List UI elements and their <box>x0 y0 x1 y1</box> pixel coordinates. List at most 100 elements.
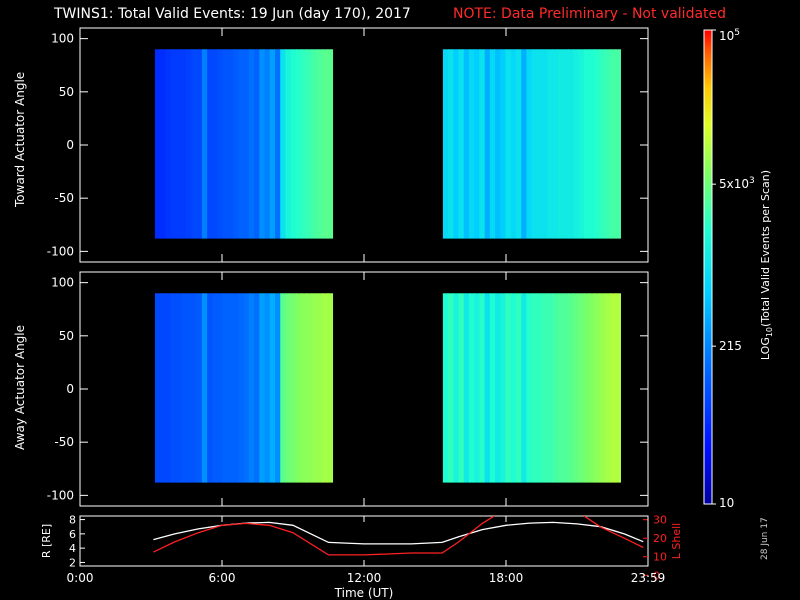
heat-column <box>280 293 287 483</box>
heat-column <box>316 49 323 239</box>
heat-column <box>609 49 616 239</box>
heat-column <box>448 49 454 239</box>
heat-column <box>531 49 538 239</box>
heat-column <box>552 293 559 483</box>
heat-column <box>196 293 203 483</box>
away-ylabel: Away Actuator Angle <box>13 324 27 450</box>
heat-column <box>599 293 606 483</box>
x-tick-label: 18:00 <box>489 571 524 585</box>
colorbar-tick-label: 105 <box>719 28 740 43</box>
heat-column <box>594 293 601 483</box>
colorbar-tick-label: 5x103 <box>719 176 755 191</box>
heat-column <box>191 49 198 239</box>
heat-column <box>442 49 449 239</box>
heat-column <box>222 293 229 483</box>
heat-column <box>243 293 250 483</box>
heat-column <box>186 293 193 483</box>
heat-column <box>248 49 255 239</box>
heat-column <box>306 49 313 239</box>
colorbar-tick-label: 215 <box>719 339 742 353</box>
heat-column <box>557 49 564 239</box>
x-tick-label: 12:00 <box>347 571 382 585</box>
heat-column <box>160 49 166 239</box>
heat-column <box>500 293 507 483</box>
heat-column <box>322 293 328 483</box>
heat-column <box>290 49 297 239</box>
heat-column <box>217 293 224 483</box>
heat-column <box>484 49 491 239</box>
heat-column <box>154 293 161 483</box>
heat-column <box>542 293 548 483</box>
y-tick-label: 100 <box>51 32 74 46</box>
heat-column <box>301 49 307 239</box>
heat-column <box>327 49 334 239</box>
heat-column <box>295 293 302 483</box>
heat-column <box>510 49 517 239</box>
heat-column <box>196 49 203 239</box>
heat-column <box>165 293 172 483</box>
heat-column <box>269 49 276 239</box>
heat-column <box>243 49 250 239</box>
heat-column <box>547 293 554 483</box>
heat-column <box>233 49 240 239</box>
heat-column <box>442 293 449 483</box>
heat-column <box>165 49 172 239</box>
heat-column <box>186 49 193 239</box>
heat-column <box>489 293 496 483</box>
y-tick-label: 50 <box>59 329 74 343</box>
heat-column <box>181 293 187 483</box>
heat-column <box>306 293 313 483</box>
heat-column <box>311 49 318 239</box>
heat-column <box>479 49 486 239</box>
heat-column <box>207 293 213 483</box>
heat-column <box>254 293 260 483</box>
heat-column <box>500 49 507 239</box>
heat-column <box>285 293 292 483</box>
heat-column <box>468 49 475 239</box>
heat-column <box>228 49 234 239</box>
heat-column <box>583 293 590 483</box>
heat-column <box>604 49 611 239</box>
heat-column <box>536 293 543 483</box>
x-tick-label: 23:59 <box>631 571 666 585</box>
heat-column <box>609 293 616 483</box>
y-tick-label: 50 <box>59 85 74 99</box>
heat-column <box>217 49 224 239</box>
heat-column <box>259 49 266 239</box>
colorbar-ticks: 10 215 5x103 105 <box>712 28 755 510</box>
heat-column <box>175 293 182 483</box>
heat-column <box>515 293 522 483</box>
heat-column <box>489 49 496 239</box>
orbit-lines <box>153 516 644 556</box>
heat-column <box>547 49 554 239</box>
y-tick-label: 0 <box>66 138 74 152</box>
heat-column <box>573 49 580 239</box>
heat-column <box>568 293 574 483</box>
heat-column <box>521 293 528 483</box>
title-bar: TWINS1: Total Valid Events: 19 Jun (day … <box>0 6 800 26</box>
heat-column <box>248 293 255 483</box>
r-tick-label: 8 <box>69 514 76 527</box>
heat-column <box>228 293 234 483</box>
toward-axes: 100 50 0 -50 -100 <box>47 28 649 262</box>
heat-column <box>562 293 569 483</box>
heat-column <box>463 49 470 239</box>
y-tick-label: -50 <box>54 191 74 205</box>
heat-column <box>599 49 606 239</box>
heat-column <box>453 293 460 483</box>
lshell-tick-label: 10 <box>653 551 667 564</box>
heat-column <box>448 293 454 483</box>
heat-column <box>212 293 219 483</box>
heat-column <box>222 49 229 239</box>
heat-column <box>495 293 501 483</box>
heat-column <box>604 293 611 483</box>
heat-column <box>316 293 323 483</box>
r-tick-label: 6 <box>69 528 76 541</box>
colorbar-tick-label: 10 <box>719 496 734 510</box>
lshell-tick-label: 20 <box>653 532 667 545</box>
heat-column <box>275 49 281 239</box>
heat-column <box>259 293 266 483</box>
heat-column <box>505 49 512 239</box>
lshell-tick-label: 30 <box>653 514 667 527</box>
